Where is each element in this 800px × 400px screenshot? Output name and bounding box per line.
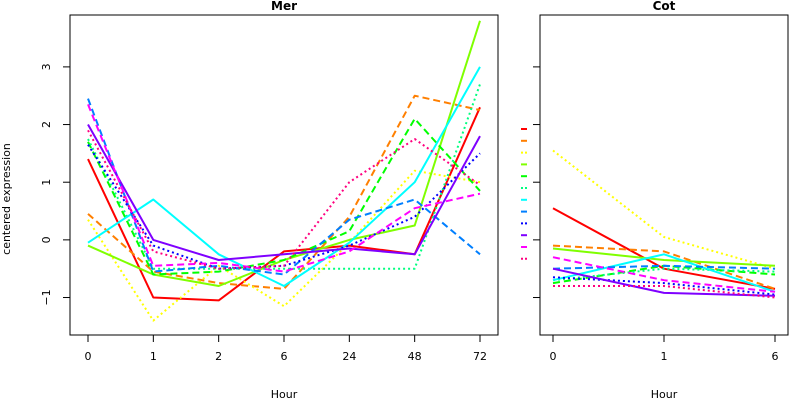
y-tick-label: 1 xyxy=(40,179,53,186)
series-line-mer-11 xyxy=(87,104,481,273)
series-line-mer-9 xyxy=(87,144,481,270)
x-axis-label-cot: Hour xyxy=(651,388,678,400)
x-tick-label-cot: 6 xyxy=(772,350,779,363)
x-tick-label-cot: 0 xyxy=(550,350,557,363)
series-line-cot-2 xyxy=(552,244,776,290)
series-line-cot-11 xyxy=(552,256,776,293)
series-line-cot-6 xyxy=(552,267,776,282)
series-line-mer-2 xyxy=(87,94,481,290)
x-tick-label-mer: 24 xyxy=(342,350,356,363)
x-tick-label-cot: 1 xyxy=(661,350,668,363)
series-line-cot-3 xyxy=(552,149,776,270)
y-tick-label: 2 xyxy=(40,121,53,128)
x-tick-label-mer: 72 xyxy=(473,350,487,363)
x-axis-label-mer: Hour xyxy=(271,388,298,400)
series-line-mer-6 xyxy=(87,83,481,270)
y-axis-label: centered expression xyxy=(0,143,13,255)
series-line-cot-9 xyxy=(552,276,776,296)
y-tick-label: 3 xyxy=(40,63,53,70)
y-tick-label: −1 xyxy=(40,289,53,305)
x-tick-label-mer: 6 xyxy=(281,350,288,363)
series-line-mer-3 xyxy=(87,169,481,322)
panel-title-mer: Mer xyxy=(271,0,297,13)
series-line-cot-12 xyxy=(553,285,776,299)
series-line-cot-10 xyxy=(552,267,776,297)
series-line-mer-12 xyxy=(87,129,481,270)
y-tick-label: 0 xyxy=(40,236,53,243)
series-line-mer-7 xyxy=(87,66,481,287)
series-line-mer-4 xyxy=(87,20,481,287)
x-tick-label-mer: 48 xyxy=(408,350,422,363)
x-tick-label-mer: 1 xyxy=(150,350,157,363)
x-tick-label-mer: 0 xyxy=(85,350,92,363)
series-line-mer-10 xyxy=(87,124,481,261)
plot-layer: 0 1 2 6 24 48 72 −1 0 1 2 3 0 1 6 xyxy=(40,14,789,363)
series-line-cot-7 xyxy=(552,253,776,293)
x-tick-label-mer: 2 xyxy=(215,350,222,363)
panel-title-cot: Cot xyxy=(653,0,676,13)
series-line-cot-4 xyxy=(552,247,776,267)
series-line-mer-5 xyxy=(87,117,481,276)
series-line-cot-8 xyxy=(552,264,776,270)
